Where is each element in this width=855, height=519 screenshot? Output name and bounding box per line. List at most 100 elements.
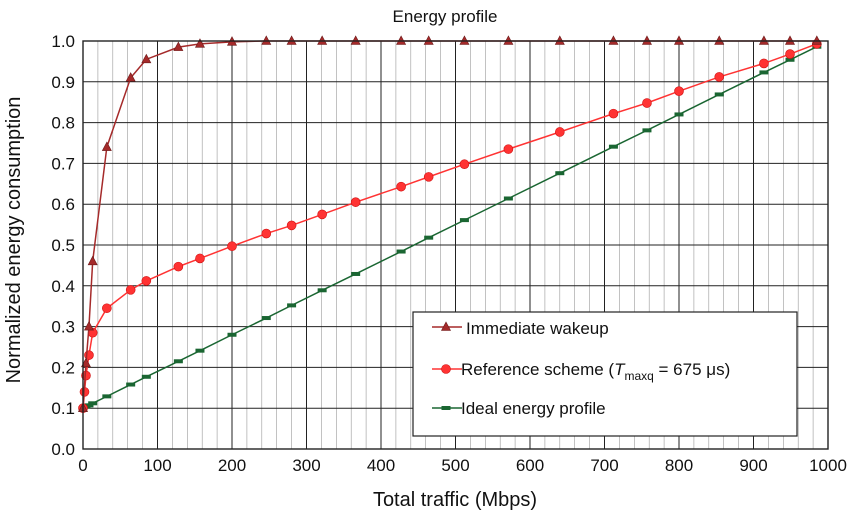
data-point xyxy=(141,374,151,379)
data-point xyxy=(714,72,725,82)
y-tick-label: 0.3 xyxy=(51,318,75,337)
data-point xyxy=(642,98,652,108)
axes: 0 100 200 300 400 500 600 700 800 900 1000 0.0 0.1 0.… xyxy=(51,32,847,475)
y-tick-label: 0.8 xyxy=(51,114,75,133)
data-point xyxy=(84,403,94,408)
data-point xyxy=(608,35,619,45)
x-tick-label: 500 xyxy=(441,456,469,475)
plot-frame xyxy=(82,40,829,450)
x-tick-label: 200 xyxy=(218,456,246,475)
data-point xyxy=(759,58,769,69)
y-tick-label: 0.1 xyxy=(51,399,75,418)
data-point xyxy=(554,127,565,137)
data-point xyxy=(194,38,205,48)
data-point xyxy=(227,332,237,337)
data-point xyxy=(88,401,98,406)
data-point xyxy=(125,72,136,82)
y-tick-label: 1.0 xyxy=(51,32,75,51)
data-point xyxy=(141,276,152,286)
data-point xyxy=(396,35,407,45)
data-point xyxy=(503,196,513,201)
x-axis-label: Total traffic (Mbps) xyxy=(373,489,537,511)
data-point xyxy=(350,197,361,207)
x-tick-label: 700 xyxy=(590,456,618,475)
x-tick-label: 900 xyxy=(739,456,767,475)
data-point xyxy=(317,35,328,45)
data-point xyxy=(785,35,796,45)
data-point xyxy=(642,128,652,133)
data-point xyxy=(126,382,136,387)
data-point xyxy=(173,41,184,51)
data-point xyxy=(261,316,271,321)
data-point xyxy=(141,53,152,64)
data-point xyxy=(261,35,272,45)
data-point xyxy=(350,35,361,45)
data-point xyxy=(227,241,237,252)
data-point xyxy=(785,57,795,62)
data-point xyxy=(101,141,112,151)
data-point xyxy=(173,359,183,364)
data-point xyxy=(459,35,470,45)
data-point xyxy=(714,92,724,97)
legend-label-ideal: Ideal energy profile xyxy=(461,399,606,418)
x-tick-label: 0 xyxy=(78,456,87,475)
data-point xyxy=(424,235,434,240)
legend-reference-main: Reference scheme ( xyxy=(461,360,614,379)
data-point xyxy=(555,171,565,176)
data-point xyxy=(87,255,98,266)
y-axis-label: Normalized energy consumption xyxy=(3,97,25,384)
data-point xyxy=(811,35,822,45)
data-point xyxy=(608,144,618,149)
legend-sample-marker xyxy=(441,406,451,410)
data-point xyxy=(286,220,297,231)
x-tick-label: 600 xyxy=(516,456,544,475)
legend-label-immediate: Immediate wakeup xyxy=(466,319,609,338)
data-point xyxy=(396,181,406,192)
data-point xyxy=(195,348,205,353)
legend-reference-T: T xyxy=(614,360,626,379)
legend-sample-marker xyxy=(441,364,451,374)
legend-label-reference: Reference scheme (Tmaxq = 675 μs) xyxy=(461,360,730,383)
data-point xyxy=(641,35,652,45)
data-point xyxy=(608,108,619,119)
data-point xyxy=(554,35,565,45)
data-point xyxy=(459,218,469,223)
data-point xyxy=(102,303,112,314)
x-tick-label: 400 xyxy=(367,456,395,475)
data-point xyxy=(286,35,297,45)
data-point xyxy=(102,394,112,399)
data-point xyxy=(396,249,406,254)
y-tick-label: 0.0 xyxy=(51,440,75,459)
legend-sample-marker xyxy=(441,321,451,331)
data-point xyxy=(261,228,272,239)
data-point xyxy=(423,35,434,45)
data-point xyxy=(287,303,297,308)
x-tick-label: 1000 xyxy=(809,456,847,475)
legend-samples xyxy=(432,321,462,410)
data-point xyxy=(80,357,91,368)
data-point xyxy=(674,86,684,96)
y-tick-label: 0.2 xyxy=(51,358,75,377)
data-point xyxy=(503,144,514,154)
data-point xyxy=(351,271,361,276)
legend-reference-sub: maxq xyxy=(624,369,653,383)
legend: Immediate wakeup Reference scheme (Tmaxq… xyxy=(412,311,798,437)
data-point xyxy=(503,35,514,45)
data-point xyxy=(195,253,205,264)
data-point xyxy=(83,320,94,331)
data-point xyxy=(459,159,470,170)
data-point xyxy=(714,35,725,45)
legend-reference-tail: = 675 μs) xyxy=(654,360,730,379)
data-point xyxy=(317,209,327,220)
data-point xyxy=(317,288,327,293)
y-tick-label: 0.5 xyxy=(51,236,75,255)
chart-title: Energy profile xyxy=(393,7,498,26)
data-point xyxy=(785,49,795,59)
y-tick-label: 0.4 xyxy=(51,277,75,296)
data-point xyxy=(758,35,769,45)
series-reference-scheme xyxy=(78,39,822,414)
data-point xyxy=(674,35,684,45)
y-tick-label: 0.7 xyxy=(51,154,75,173)
x-tick-label: 300 xyxy=(292,456,320,475)
